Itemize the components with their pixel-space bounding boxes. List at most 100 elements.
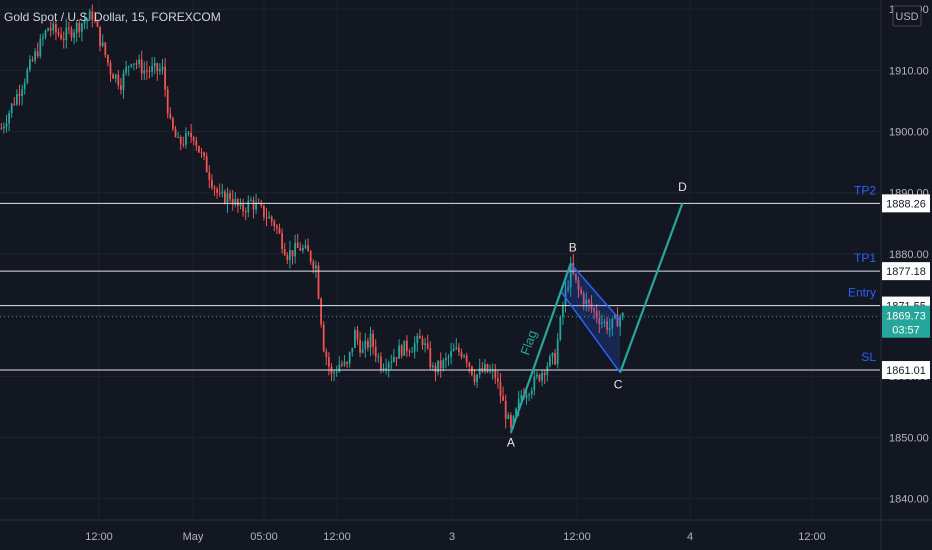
currency-badge[interactable] <box>892 5 922 27</box>
candle-body <box>278 228 281 234</box>
candle-body <box>153 63 156 67</box>
candle-body <box>346 361 348 364</box>
candle-body <box>55 23 57 33</box>
candle-body <box>504 400 507 419</box>
candle-body <box>122 72 125 90</box>
level-price-tag <box>882 194 930 213</box>
candle-body <box>406 340 408 352</box>
candle-body <box>23 82 26 90</box>
candle-body <box>68 27 70 29</box>
candle-body <box>463 355 465 357</box>
candle-body <box>88 11 91 20</box>
candle-body <box>39 38 42 57</box>
candle-body <box>315 265 317 269</box>
candle-body <box>151 66 153 72</box>
level-price-label: 1861.01 <box>886 365 926 377</box>
candle-body <box>104 42 107 56</box>
candle-body <box>231 199 234 205</box>
candle-body <box>538 374 541 381</box>
candle-body <box>13 103 16 105</box>
flag-channel-fill[interactable] <box>560 263 621 373</box>
candle-body <box>416 335 419 344</box>
impulse-line-ab[interactable] <box>509 263 572 433</box>
candle-body <box>458 347 460 353</box>
candle-body <box>21 89 23 96</box>
candle-body <box>174 128 177 138</box>
candle-body <box>299 247 302 251</box>
pattern-point-d: D <box>678 180 687 194</box>
current-price-tag <box>882 305 930 338</box>
candle-body <box>429 347 432 368</box>
candle-body <box>569 262 572 288</box>
candle-body <box>465 355 468 363</box>
candle-body <box>109 62 112 75</box>
candle-body <box>380 356 382 370</box>
candle-body <box>143 70 146 74</box>
candle-body <box>408 351 411 353</box>
candle-body <box>250 200 252 202</box>
candle-body <box>595 311 598 319</box>
y-tick-label: 1850.00 <box>889 432 929 444</box>
bar-countdown: 03:57 <box>892 325 920 337</box>
candle-body <box>252 200 255 210</box>
candle-body <box>47 28 49 31</box>
candle-body <box>598 318 601 325</box>
time-axis-ticks[interactable]: 12:00 May 05:00 12:00 3 12:00 4 12:00 <box>85 531 826 543</box>
candle-body <box>359 339 361 353</box>
candle-body <box>393 357 395 362</box>
candle-body <box>543 372 546 375</box>
candle-body <box>60 34 62 40</box>
flag-channel-lower[interactable] <box>559 290 621 374</box>
candle-body <box>585 299 588 305</box>
candle-body <box>442 360 445 369</box>
candle-body <box>510 415 512 428</box>
y-tick-label: 1880.00 <box>889 249 929 261</box>
candle-body <box>289 250 291 260</box>
candle-body <box>101 42 104 46</box>
level-name-tp2: TP2 <box>854 183 876 197</box>
candle-body <box>99 26 101 46</box>
candle-body <box>525 395 528 399</box>
candle-body <box>138 59 140 64</box>
candle-body <box>140 59 143 74</box>
candle-body <box>281 233 283 249</box>
candle-body <box>351 347 354 353</box>
candle-body <box>234 199 237 205</box>
candle-body <box>70 28 73 38</box>
candle-body <box>494 370 497 379</box>
candle-body <box>208 172 211 180</box>
candle-body <box>434 365 437 373</box>
candle-body <box>515 408 517 416</box>
candle-body <box>94 20 96 22</box>
candle-body <box>619 317 621 327</box>
candle-body <box>203 152 205 157</box>
candle-body <box>276 226 278 229</box>
x-tick-label: 12:00 <box>323 531 351 543</box>
candle-body <box>559 317 562 340</box>
level-name-entry: Entry <box>848 286 876 300</box>
candle-body <box>283 248 286 256</box>
candle-body <box>364 340 367 349</box>
candle-body <box>452 349 455 352</box>
projection-line-cd[interactable] <box>619 202 684 373</box>
candle-body <box>606 321 608 331</box>
candle-body <box>26 69 29 83</box>
candle-body <box>385 368 387 370</box>
candle-body <box>549 356 551 367</box>
price-levels: TP2 TP1 Entry SL <box>0 183 880 371</box>
candle-body <box>229 193 231 200</box>
candle-body <box>270 216 273 222</box>
candle-body <box>367 340 369 348</box>
candle-body <box>237 199 239 206</box>
flag-channel-upper[interactable] <box>570 263 621 321</box>
candle-body <box>192 137 195 141</box>
pattern-point-a: A <box>507 436 515 450</box>
candle-body <box>601 322 603 325</box>
pattern-point-c: C <box>614 378 623 392</box>
candle-body <box>473 374 476 383</box>
candle-body <box>213 187 216 189</box>
candle-body <box>78 23 81 32</box>
candle-body <box>159 69 161 72</box>
